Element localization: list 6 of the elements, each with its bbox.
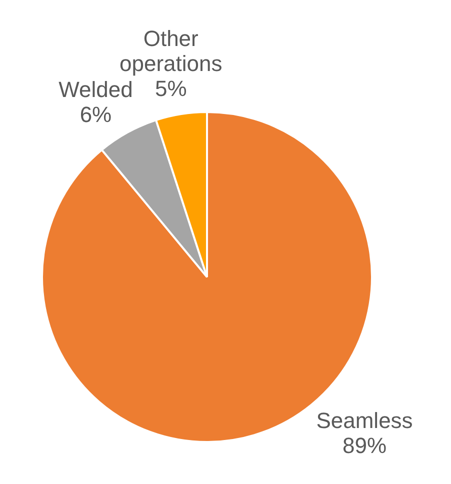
data-label: 89% [342,433,387,458]
slice-label: Other operations [119,26,222,76]
slice-label: Welded [58,77,133,102]
slice-label: Seamless [316,408,413,434]
data-label: 5% [154,76,187,102]
data-label: 6% [80,102,112,128]
